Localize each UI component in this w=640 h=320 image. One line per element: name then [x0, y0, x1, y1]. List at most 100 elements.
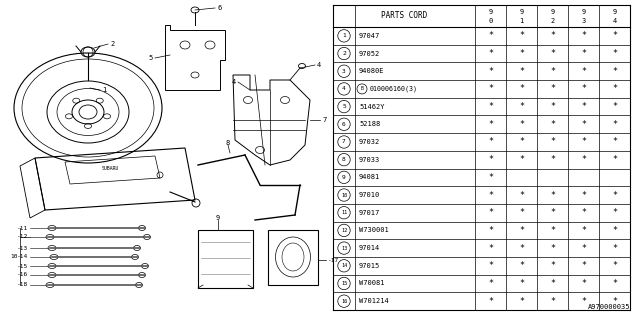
Text: -18: -18	[17, 283, 28, 287]
Text: *: *	[550, 138, 555, 147]
Text: 10: 10	[10, 254, 18, 260]
Text: A970000035: A970000035	[588, 304, 630, 310]
Text: *: *	[612, 31, 617, 40]
Text: *: *	[612, 226, 617, 235]
Text: *: *	[581, 261, 586, 270]
Text: *: *	[488, 297, 493, 306]
Text: 3: 3	[581, 18, 586, 24]
Text: *: *	[581, 155, 586, 164]
Text: *: *	[581, 244, 586, 252]
Text: -11: -11	[17, 226, 28, 230]
Text: *: *	[519, 102, 524, 111]
Text: *: *	[581, 208, 586, 217]
Text: 9: 9	[612, 9, 616, 15]
Text: 4: 4	[317, 62, 321, 68]
Text: *: *	[488, 226, 493, 235]
Text: 6: 6	[217, 5, 221, 11]
Text: 1: 1	[520, 18, 524, 24]
Text: 97010: 97010	[359, 192, 380, 198]
Text: 11: 11	[341, 210, 347, 215]
Text: *: *	[581, 138, 586, 147]
Text: *: *	[612, 120, 617, 129]
Text: PARTS CORD: PARTS CORD	[381, 12, 427, 20]
Text: *: *	[612, 84, 617, 93]
Text: *: *	[550, 155, 555, 164]
Text: *: *	[488, 173, 493, 182]
Text: 51462Y: 51462Y	[359, 104, 385, 109]
Text: *: *	[612, 297, 617, 306]
Text: *: *	[612, 208, 617, 217]
Bar	[198, 230, 253, 288]
Text: 13: 13	[341, 245, 347, 251]
Text: *: *	[550, 261, 555, 270]
Text: *: *	[612, 67, 617, 76]
Text: 9: 9	[581, 9, 586, 15]
Text: 0: 0	[488, 18, 493, 24]
Text: *: *	[581, 84, 586, 93]
Text: *: *	[581, 297, 586, 306]
Text: *: *	[581, 102, 586, 111]
Text: *: *	[519, 190, 524, 200]
Text: *: *	[519, 297, 524, 306]
Text: 1: 1	[342, 33, 346, 38]
Text: *: *	[519, 226, 524, 235]
Text: 9: 9	[550, 9, 555, 15]
Text: *: *	[550, 31, 555, 40]
Text: *: *	[519, 244, 524, 252]
Text: *: *	[488, 279, 493, 288]
Text: *: *	[612, 279, 617, 288]
Text: *: *	[581, 279, 586, 288]
Text: *: *	[488, 31, 493, 40]
Text: *: *	[612, 138, 617, 147]
Text: 5: 5	[148, 55, 153, 61]
Text: -15: -15	[17, 263, 28, 268]
Text: *: *	[550, 49, 555, 58]
Text: 97032: 97032	[359, 139, 380, 145]
Text: *: *	[488, 84, 493, 93]
Text: *: *	[519, 261, 524, 270]
Text: *: *	[550, 67, 555, 76]
Text: *: *	[519, 279, 524, 288]
Text: 94080E: 94080E	[359, 68, 385, 74]
Text: *: *	[550, 297, 555, 306]
Text: *: *	[488, 190, 493, 200]
Text: 97052: 97052	[359, 51, 380, 57]
Text: B: B	[360, 86, 364, 92]
Text: *: *	[519, 31, 524, 40]
Text: 94081: 94081	[359, 174, 380, 180]
Text: 1: 1	[102, 87, 106, 93]
Text: *: *	[488, 261, 493, 270]
Text: *: *	[488, 102, 493, 111]
Text: 3: 3	[342, 69, 346, 74]
Text: 6: 6	[342, 122, 346, 127]
Text: 9: 9	[488, 9, 493, 15]
Text: *: *	[550, 190, 555, 200]
Text: 2: 2	[342, 51, 346, 56]
Text: *: *	[488, 120, 493, 129]
Text: 2: 2	[110, 41, 115, 47]
Text: W701214: W701214	[359, 298, 388, 304]
Text: -12: -12	[17, 235, 28, 239]
Text: 97033: 97033	[359, 157, 380, 163]
Text: *: *	[550, 208, 555, 217]
Text: 16: 16	[341, 299, 347, 304]
Text: 14: 14	[341, 263, 347, 268]
Text: *: *	[519, 49, 524, 58]
Text: 4: 4	[342, 86, 346, 92]
Text: *: *	[612, 244, 617, 252]
Text: 2: 2	[550, 18, 555, 24]
Text: 7: 7	[342, 140, 346, 144]
Text: 5: 5	[342, 104, 346, 109]
Text: *: *	[488, 67, 493, 76]
Text: -16: -16	[17, 273, 28, 277]
Text: *: *	[550, 244, 555, 252]
Text: *: *	[519, 67, 524, 76]
Text: *: *	[612, 102, 617, 111]
Text: *: *	[488, 155, 493, 164]
Text: 9: 9	[342, 175, 346, 180]
Text: *: *	[612, 261, 617, 270]
Text: -13: -13	[17, 245, 28, 251]
Text: 9: 9	[520, 9, 524, 15]
Text: 010006160(3): 010006160(3)	[370, 86, 418, 92]
Text: 97014: 97014	[359, 245, 380, 251]
